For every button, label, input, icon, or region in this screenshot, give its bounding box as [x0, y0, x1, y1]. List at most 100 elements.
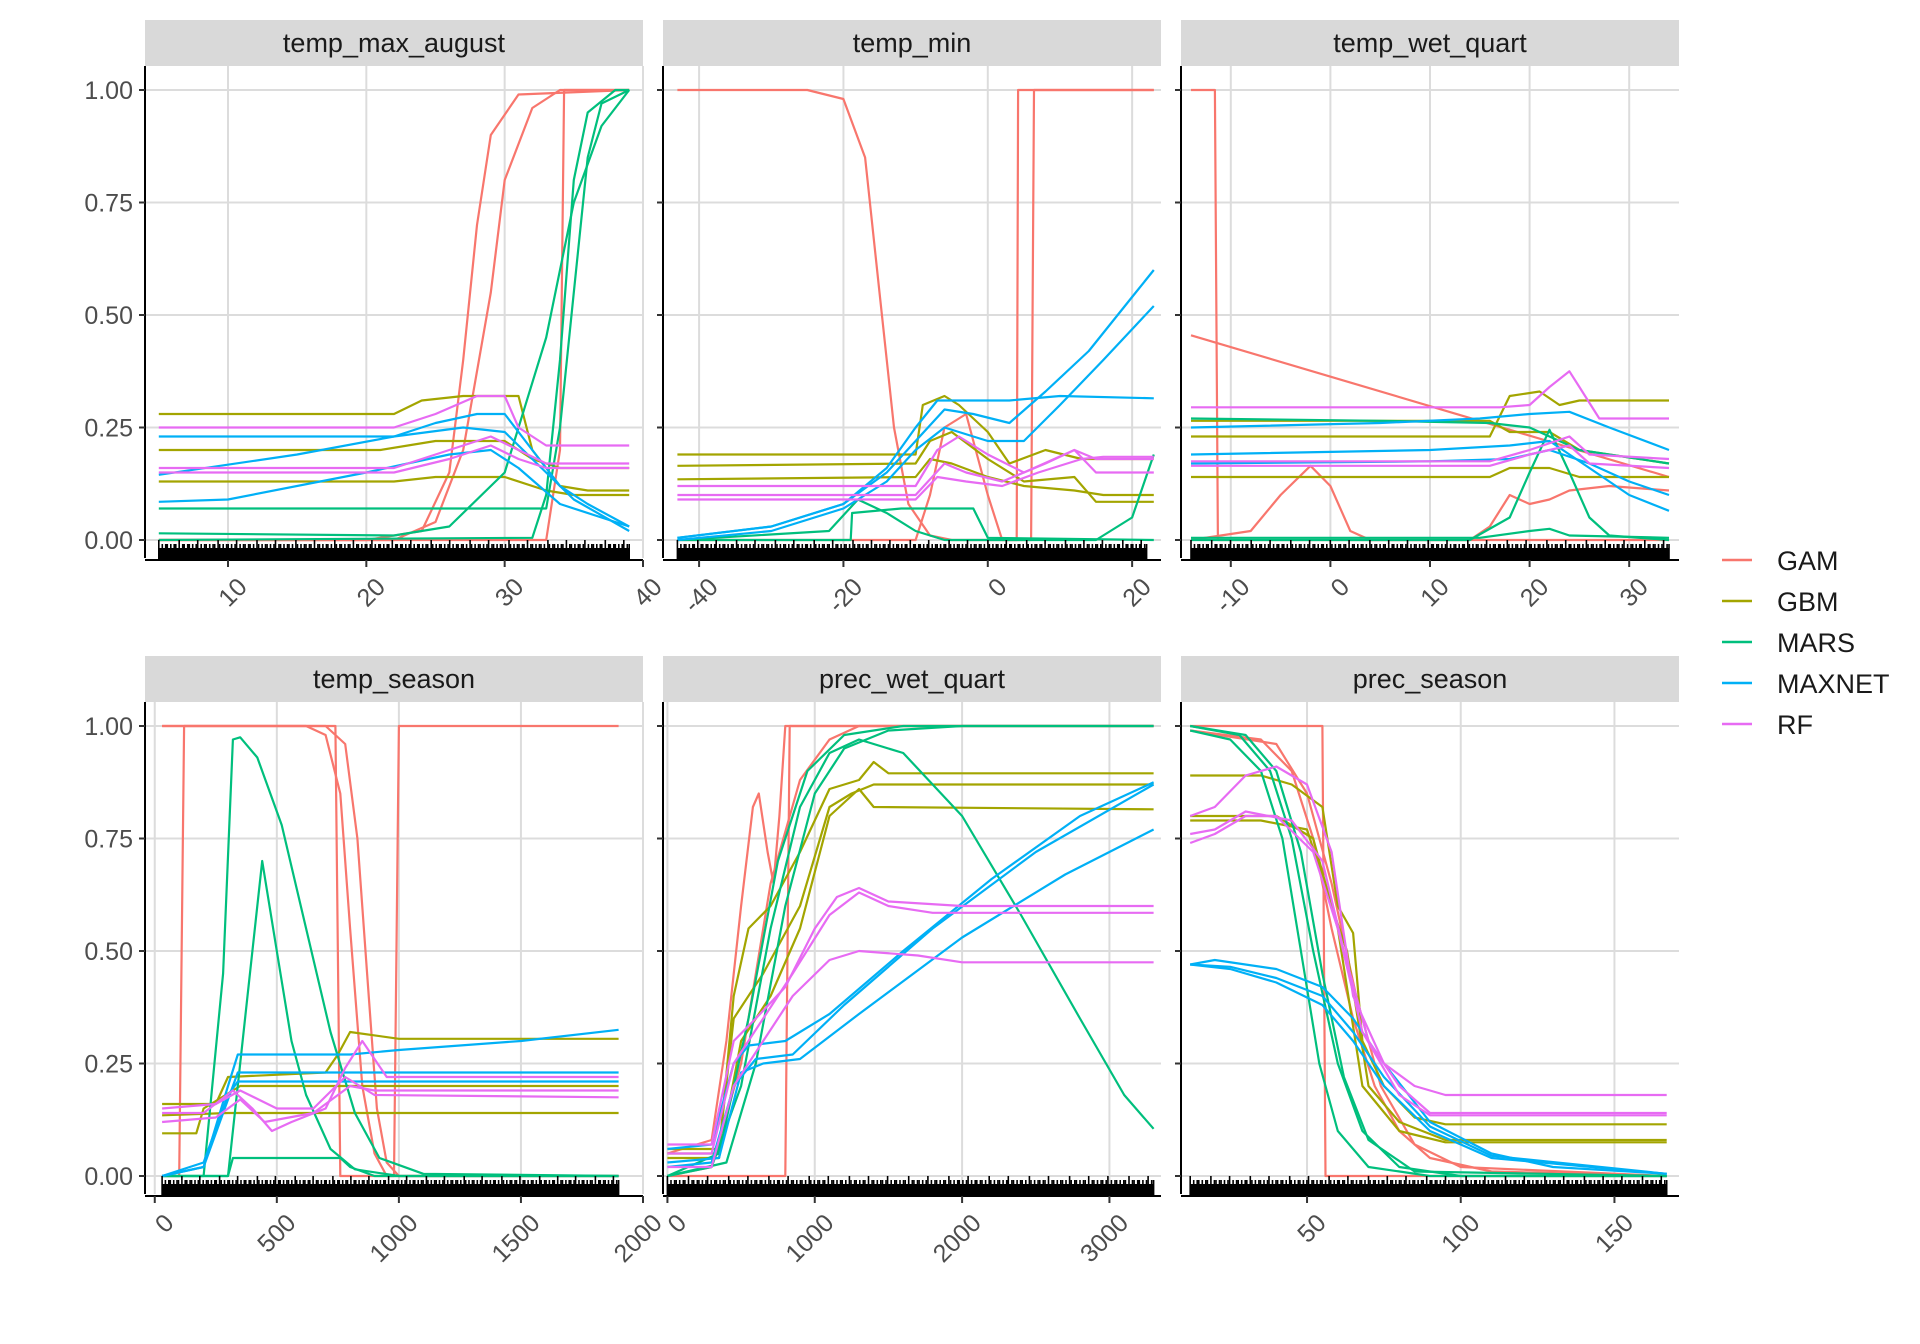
rug-marks	[676, 540, 1148, 560]
y-tick-label: 0.00	[84, 1163, 133, 1191]
series-line-maxnet	[1190, 439, 1670, 512]
rug-band	[677, 548, 1147, 560]
series-line-rf	[667, 886, 1154, 1146]
series-line-mars	[162, 736, 619, 1178]
series-line-mars	[162, 1156, 619, 1178]
y-tick-label: 0.50	[84, 302, 133, 330]
series-line-gbm	[158, 394, 630, 492]
series-line-maxnet	[667, 828, 1155, 1164]
legend-item-rf: RF	[1722, 710, 1813, 740]
series-line-mars	[1191, 527, 1670, 539]
facet-title: temp_max_august	[283, 28, 506, 58]
series-line-mars	[677, 454, 1155, 542]
series-line-rf	[158, 444, 630, 474]
series-line-rf	[1190, 810, 1667, 1115]
series-line-gam	[677, 88, 1154, 542]
series-line-rf	[1189, 814, 1667, 1117]
rug-band	[162, 1184, 619, 1196]
legend-label: RF	[1777, 710, 1813, 740]
facet-title: prec_season	[1353, 664, 1508, 694]
series-line-rf	[1189, 765, 1667, 1097]
series-line-maxnet	[677, 394, 1154, 539]
series-line-mars	[666, 724, 1154, 1178]
rug-marks	[1190, 540, 1670, 560]
rug-band	[667, 1184, 1154, 1196]
series-line-rf	[158, 394, 630, 447]
series-line-gbm	[1191, 390, 1669, 438]
rug-band	[158, 548, 630, 560]
series-line-rf	[1191, 444, 1670, 470]
series-line-rf	[667, 949, 1154, 1169]
series-line-maxnet	[161, 1071, 619, 1178]
series-line-mars	[1190, 417, 1670, 465]
series-line-gam	[158, 88, 630, 542]
legend-item-maxnet: MAXNET	[1722, 669, 1890, 699]
y-tick-label: 1.00	[84, 713, 133, 741]
legend-label: GAM	[1777, 546, 1839, 576]
y-tick-label: 0.75	[84, 826, 133, 854]
y-tick-label: 0.75	[84, 190, 133, 218]
series-line-rf	[158, 435, 630, 470]
y-tick-label: 1.00	[84, 77, 133, 105]
series-line-rf	[677, 455, 1154, 501]
facet-strip	[663, 20, 1161, 66]
legend-label: MAXNET	[1777, 669, 1890, 699]
rug-marks	[158, 540, 631, 560]
series-line-maxnet	[1190, 963, 1667, 1175]
series-line-maxnet	[1190, 410, 1670, 452]
y-tick-label: 0.25	[84, 1051, 133, 1079]
series-line-rf	[162, 1039, 619, 1133]
facet-strip	[145, 20, 643, 66]
series-line-gam	[162, 724, 619, 1178]
series-line-rf	[677, 448, 1154, 497]
y-tick-label: 0.25	[84, 415, 133, 443]
series-line-mars	[162, 859, 619, 1178]
series-line-gbm	[162, 1111, 619, 1117]
legend-label: MARS	[1777, 628, 1855, 658]
legend-item-mars: MARS	[1722, 628, 1855, 658]
series-line-mars	[158, 89, 630, 510]
series-line-mars	[1189, 729, 1667, 1178]
y-tick-label: 0.00	[84, 527, 133, 555]
rug-band	[1190, 548, 1670, 560]
series-line-rf	[667, 891, 1154, 1155]
series-line-maxnet	[161, 1080, 619, 1178]
y-tick-label: 0.50	[84, 938, 133, 966]
series-line-mars	[1191, 428, 1670, 542]
facet-title: prec_wet_quart	[819, 664, 1006, 694]
series-line-maxnet	[158, 426, 630, 532]
series-line-mars	[1190, 724, 1667, 1178]
series-line-gbm	[1191, 466, 1669, 479]
series-line-rf	[677, 435, 1154, 488]
rug-marks	[666, 1176, 1155, 1196]
series-line-maxnet	[677, 305, 1155, 542]
facet-strip	[1181, 20, 1679, 66]
facet-strip	[663, 656, 1161, 702]
facet-panel-temp_wet_quart: temp_wet_quart-10 0 10 20 30	[1175, 20, 1679, 618]
series-line-maxnet	[158, 412, 630, 528]
series-line-mars	[667, 738, 1155, 1178]
series-line-mars	[667, 724, 1154, 1178]
facet-title: temp_min	[853, 28, 972, 58]
series-line-mars	[677, 507, 1154, 542]
legend-item-gbm: GBM	[1722, 587, 1839, 617]
series-line-gam	[162, 724, 619, 1178]
series-line-rf	[162, 1075, 619, 1110]
series-line-mars	[158, 89, 631, 537]
series-line-rf	[1191, 435, 1670, 463]
facet-strip	[145, 656, 643, 702]
facet-title: temp_wet_quart	[1333, 28, 1527, 58]
series-line-gam	[162, 724, 619, 1178]
facet-strip	[1181, 656, 1679, 702]
facet-title: temp_season	[313, 664, 475, 694]
rug-marks	[1189, 1176, 1668, 1196]
series-line-gam	[667, 724, 1154, 1155]
legend-item-gam: GAM	[1722, 546, 1839, 576]
series-line-rf	[1191, 370, 1669, 420]
rug-band	[1190, 1184, 1667, 1196]
legend-label: GBM	[1777, 587, 1839, 617]
